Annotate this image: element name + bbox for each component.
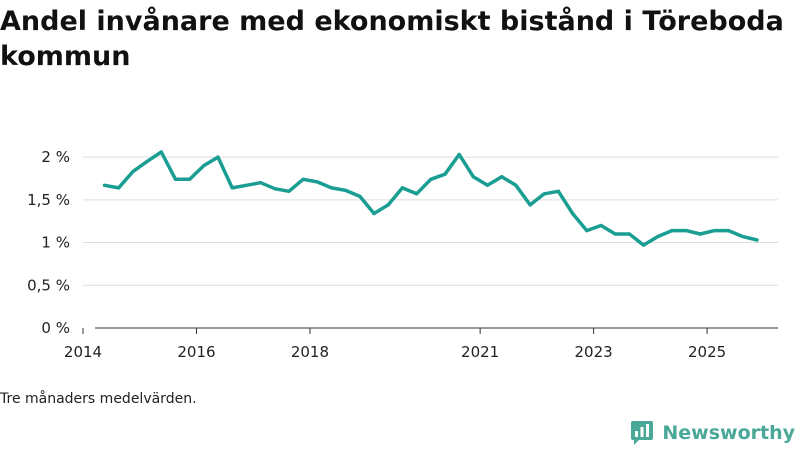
gridlines: [83, 156, 778, 286]
data-point: [202, 164, 206, 168]
data-point: [102, 183, 107, 187]
x-tick-label: 2018: [291, 343, 329, 361]
x-tick-label: 2016: [177, 343, 215, 361]
data-point: [556, 189, 561, 193]
data-point: [315, 180, 319, 184]
data-point: [656, 234, 660, 239]
footnote: Tre månaders medelvärden.: [0, 391, 197, 407]
data-point: [741, 234, 745, 239]
data-point: [131, 170, 135, 174]
data-point: [684, 228, 688, 233]
data-point: [599, 223, 603, 228]
y-axis-ticks: 0 % 0,5 % 1 % 1,5 % 2 %: [27, 148, 70, 337]
data-point: [585, 228, 589, 233]
data-point: [641, 243, 646, 247]
data-point: [230, 186, 234, 190]
data-point: [627, 232, 631, 236]
data-point: [216, 155, 220, 159]
data-point: [173, 177, 178, 181]
data-point: [258, 181, 263, 185]
data-point: [528, 203, 532, 207]
data-point: [443, 172, 447, 176]
data-point: [159, 150, 163, 154]
y-tick-label: 1 %: [41, 234, 70, 252]
data-point: [712, 228, 717, 233]
chart-title: Andel invånare med ekonomiskt bistånd i …: [0, 6, 784, 72]
data-point: [514, 183, 518, 187]
data-point: [244, 183, 248, 187]
data-point: [287, 189, 291, 193]
data-point: [344, 188, 348, 193]
y-tick-label: 0,5 %: [27, 276, 70, 294]
x-axis-ticks: 2014 2016 2018 2021 2023 2025: [64, 328, 726, 361]
y-tick-label: 2 %: [41, 148, 70, 166]
data-point: [755, 238, 759, 242]
data-point: [188, 177, 192, 181]
data-point: [329, 186, 334, 190]
x-tick-label: 2023: [575, 343, 613, 361]
data-point: [301, 177, 305, 181]
y-tick-label: 1,5 %: [27, 191, 70, 209]
data-point: [273, 187, 277, 191]
data-point: [415, 192, 419, 196]
data-point: [400, 186, 405, 190]
data-point: [670, 228, 674, 233]
data-point: [457, 152, 461, 157]
data-point: [117, 186, 121, 190]
data-point: [542, 192, 546, 196]
x-tick-label: 2014: [64, 343, 102, 361]
data-point: [485, 183, 490, 187]
data-point: [500, 175, 504, 179]
data-point: [727, 228, 731, 233]
data-points: [102, 150, 759, 247]
data-point: [145, 159, 149, 163]
data-point: [429, 177, 433, 181]
data-point: [471, 175, 475, 179]
y-tick-label: 0 %: [41, 319, 70, 337]
data-point: [372, 211, 376, 216]
brand-name: Newsworthy: [662, 422, 795, 444]
brand-logo[interactable]: Newsworthy: [630, 420, 795, 446]
data-point: [613, 232, 617, 236]
x-tick-label: 2025: [688, 343, 726, 361]
x-tick-label: 2021: [461, 343, 499, 361]
data-point: [386, 203, 390, 207]
data-point: [358, 194, 362, 198]
newsworthy-logo-icon: [631, 421, 654, 445]
data-point: [571, 211, 575, 216]
data-point: [698, 232, 702, 236]
